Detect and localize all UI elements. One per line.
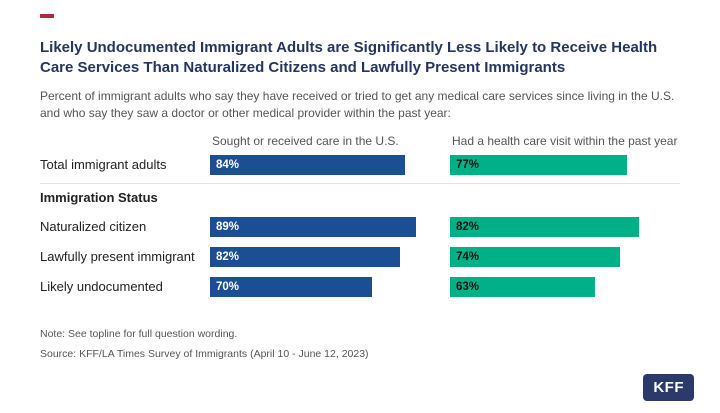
bar-track-visit: 63% [450,276,680,297]
chart-row-total: Total immigrant adults 84% 77% [40,150,680,180]
bar-visit-total: 77% [450,154,628,175]
bar-value-label: 82% [456,220,480,233]
kff-logo: KFF [643,374,694,401]
source-text: Source: KFF/LA Times Survey of Immigrant… [40,347,369,360]
bar-visit-lawfully-present: 74% [450,246,621,267]
accent-mark [40,14,54,18]
bar-sought-total: 84% [210,154,405,175]
bar-track-sought: 84% [210,154,442,175]
chart-row-lawfully-present: Lawfully present immigrant 82% 74% [40,242,680,272]
bar-visit-likely-undocumented: 63% [450,276,595,297]
series-header-row: Sought or received care in the U.S. Had … [40,134,680,150]
series-header-sought: Sought or received care in the U.S. [212,134,399,149]
bar-track-sought: 70% [210,276,442,297]
bar-value-label: 84% [216,158,240,171]
bar-value-label: 63% [456,280,480,293]
bar-track-visit: 77% [450,154,680,175]
bar-track-sought: 82% [210,246,442,267]
chart-row-likely-undocumented: Likely undocumented 70% 63% [40,272,680,302]
bar-sought-likely-undocumented: 70% [210,276,373,297]
bar-value-label: 82% [216,250,240,263]
chart-row-naturalized: Naturalized citizen 89% 82% [40,212,680,242]
bar-visit-naturalized: 82% [450,216,639,237]
category-label: Likely undocumented [40,279,163,295]
footnotes: Note: See topline for full question word… [40,328,680,361]
note-text: Note: See topline for full question word… [40,327,238,340]
group-header-label: Immigration Status [40,190,158,206]
category-label: Lawfully present immigrant [40,249,195,265]
bar-value-label: 77% [456,158,480,171]
category-label: Total immigrant adults [40,157,167,173]
bar-value-label: 70% [216,280,240,293]
bar-sought-lawfully-present: 82% [210,246,401,267]
chart-title: Likely Undocumented Immigrant Adults are… [40,39,658,76]
bar-chart: Sought or received care in the U.S. Had … [40,134,680,302]
bar-track-visit: 74% [450,246,680,267]
bar-value-label: 89% [216,220,240,233]
chart-subtitle: Percent of immigrant adults who say they… [40,88,675,120]
chart-page: Likely Undocumented Immigrant Adults are… [40,14,680,361]
category-label: Naturalized citizen [40,219,147,235]
bar-track-visit: 82% [450,216,680,237]
group-header-row: Immigration Status [40,182,680,212]
bar-value-label: 74% [456,250,480,263]
bar-sought-naturalized: 89% [210,216,417,237]
series-header-visit: Had a health care visit within the past … [452,134,678,149]
bar-track-sought: 89% [210,216,442,237]
